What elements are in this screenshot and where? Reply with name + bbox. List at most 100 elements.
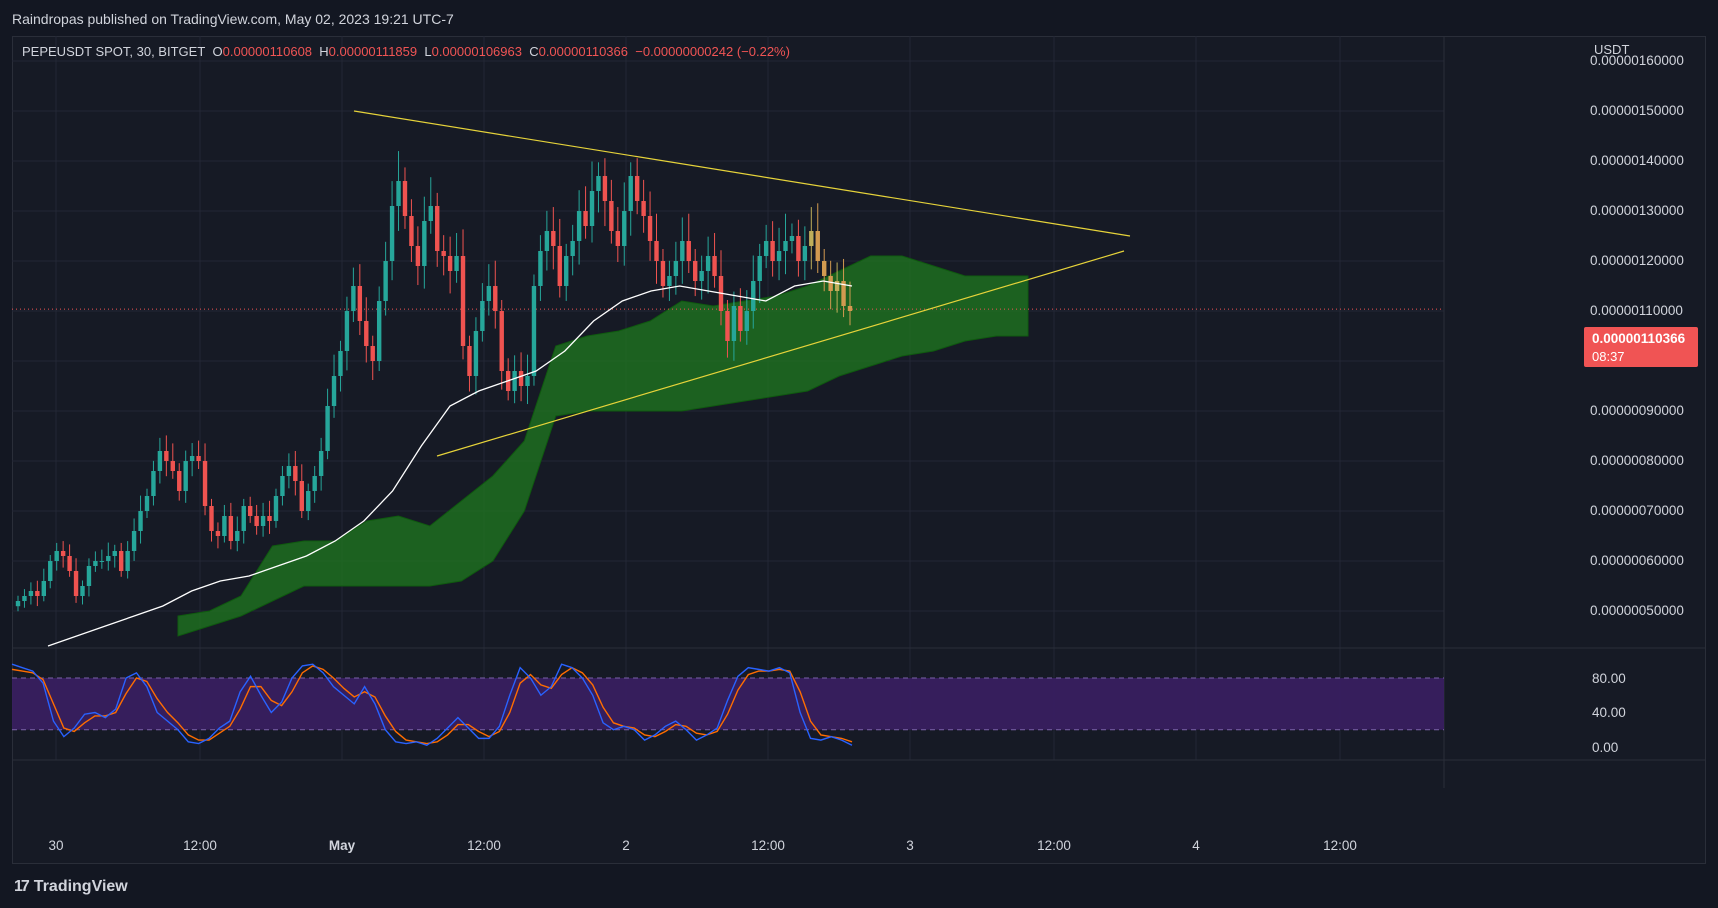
candle-body xyxy=(499,311,504,371)
candle-body xyxy=(338,351,343,376)
oscillator-tick: 80.00 xyxy=(1592,671,1626,686)
candle-body xyxy=(847,306,853,311)
candle-body xyxy=(693,261,698,281)
candle-body xyxy=(286,466,292,476)
candle-body xyxy=(396,181,401,206)
oscillator-tick: 0.00 xyxy=(1592,740,1619,755)
candle-body xyxy=(809,231,814,246)
candle-body xyxy=(647,216,653,241)
candle-body xyxy=(576,211,582,241)
moving-average-line xyxy=(47,280,853,647)
time-tick: 12:00 xyxy=(467,838,501,853)
candle-body xyxy=(609,201,614,231)
candle-body xyxy=(318,451,324,476)
candle-body xyxy=(435,206,440,251)
publish-info: Raindropas published on TradingView.com,… xyxy=(12,11,454,27)
candle-body xyxy=(222,516,227,536)
candle-body xyxy=(544,231,550,251)
candle-body xyxy=(254,516,259,526)
candle-body xyxy=(35,591,40,596)
low-value: 0.00000106963 xyxy=(431,44,522,59)
candle-body xyxy=(164,451,169,461)
candle-body xyxy=(312,476,317,491)
candle-body xyxy=(183,461,188,491)
candle-body xyxy=(215,531,221,536)
candle-body xyxy=(596,176,601,191)
open-value: 0.00000110608 xyxy=(222,44,313,59)
candle-body xyxy=(422,221,427,266)
last-price-badge: 0.00000110366 08:37 xyxy=(1584,327,1698,367)
candle-body xyxy=(557,246,562,286)
candle-body xyxy=(370,346,375,361)
symbol-label[interactable]: PEPEUSDT SPOT, 30, BITGET xyxy=(22,44,206,59)
price-tick: 0.00000090000 xyxy=(1590,403,1684,418)
candle-body xyxy=(615,231,621,246)
candle-body xyxy=(67,556,72,571)
time-tick: May xyxy=(328,838,356,853)
candle-body xyxy=(344,311,350,351)
time-tick: 2 xyxy=(622,838,630,853)
candle-body xyxy=(28,591,34,596)
candle-body xyxy=(583,211,588,226)
candle-body xyxy=(634,176,640,201)
candle-body xyxy=(686,241,691,261)
candle-body xyxy=(725,311,730,341)
candle-body xyxy=(428,206,433,221)
price-tick: 0.00000110000 xyxy=(1590,303,1683,318)
candle-body xyxy=(460,256,466,346)
candle-body xyxy=(828,276,833,291)
candle-body xyxy=(60,551,66,556)
close-value: 0.00000110366 xyxy=(538,44,629,59)
close-label: C xyxy=(529,44,539,59)
candle-body xyxy=(383,261,388,301)
high-label: H xyxy=(319,44,329,59)
candle-body xyxy=(260,516,266,526)
tradingview-logo-icon: 17 xyxy=(14,878,30,895)
candle-body xyxy=(93,561,98,566)
candle-body xyxy=(235,531,240,541)
candle-body xyxy=(280,476,285,496)
candle-body xyxy=(744,311,750,331)
price-unit[interactable]: USDT xyxy=(1594,42,1630,57)
candle-body xyxy=(447,256,453,271)
candle-body xyxy=(209,506,214,531)
candle-body xyxy=(654,241,659,261)
candle-body xyxy=(815,231,820,261)
price-tick: 0.00000050000 xyxy=(1590,603,1684,618)
candle-body xyxy=(493,286,498,311)
candle-body xyxy=(131,531,137,551)
trendline xyxy=(353,110,1131,237)
candle-body xyxy=(112,551,117,556)
stoch-k-line xyxy=(11,663,853,747)
kumo-cloud xyxy=(177,255,1029,637)
open-label: O xyxy=(212,44,223,59)
candle-body xyxy=(170,461,175,471)
candle-body xyxy=(402,181,408,216)
candle-body xyxy=(486,286,492,301)
candle-body xyxy=(641,201,646,216)
candle-body xyxy=(118,551,124,571)
time-tick: 12:00 xyxy=(1323,838,1357,853)
candle-body xyxy=(763,241,769,256)
candle-body xyxy=(628,176,633,211)
candle-body xyxy=(473,331,479,376)
candle-body xyxy=(80,586,85,596)
candle-body xyxy=(673,261,679,276)
candle-body xyxy=(125,551,130,571)
high-value: 0.00000111859 xyxy=(328,44,418,59)
change-value: −0.00000000242 (−0.22%) xyxy=(635,44,790,59)
candle-body xyxy=(660,261,666,286)
stoch-d-line xyxy=(11,665,853,745)
footer-logo[interactable]: 17 TradingView xyxy=(14,878,128,896)
candle-body xyxy=(409,216,414,246)
candle-body xyxy=(834,281,840,291)
candle-body xyxy=(770,241,775,261)
legend: PEPEUSDT SPOT, 30, BITGET O0.00000110608… xyxy=(22,44,790,59)
candle-body xyxy=(757,256,762,281)
brand-name: TradingView xyxy=(33,878,128,895)
candle-body xyxy=(273,496,279,521)
candle-body xyxy=(589,191,595,226)
candle-body xyxy=(551,231,556,246)
candle-body xyxy=(267,516,272,521)
